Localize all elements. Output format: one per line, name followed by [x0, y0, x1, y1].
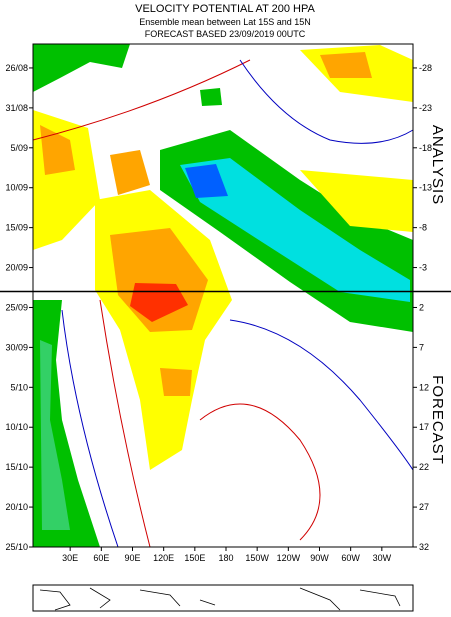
y-tick-label: 5/09 [10, 143, 28, 153]
x-tick-label: 90E [124, 553, 140, 563]
x-tick-label: 150E [184, 553, 205, 563]
y2-tick-label: 7 [419, 342, 424, 352]
y-tick-label: 20/10 [5, 502, 28, 512]
field-orange [160, 368, 192, 396]
contour [99, 299, 151, 548]
y2-tick-label: -8 [419, 223, 427, 233]
y-tick-label: 10/10 [5, 422, 28, 432]
contour [239, 59, 414, 144]
y2-tick-label: -28 [419, 63, 432, 73]
y-tick-label: 26/08 [5, 63, 28, 73]
y-tick-label: 31/08 [5, 103, 28, 113]
x-tick-label: 150W [245, 553, 269, 563]
y-tick-label: 30/09 [5, 342, 28, 352]
field-green [200, 88, 222, 106]
field-blue [185, 164, 228, 198]
x-tick-label: 120W [277, 553, 301, 563]
contour [199, 403, 321, 541]
chart-subtitle: Ensemble mean between Lat 15S and 15N [139, 17, 311, 27]
x-tick-label: 90W [310, 553, 329, 563]
y2-tick-label: -23 [419, 103, 432, 113]
field-orange [40, 125, 75, 175]
x-tick-label: 60W [341, 553, 360, 563]
x-tick-label: 120E [153, 553, 174, 563]
x-tick-label: 60E [93, 553, 109, 563]
y2-tick-label: 32 [419, 542, 429, 552]
y-tick-label: 10/09 [5, 183, 28, 193]
field-green [40, 340, 70, 530]
y2-tick-label: 27 [419, 502, 429, 512]
contour [61, 309, 119, 548]
mini-map [32, 584, 414, 612]
y2-tick-label: 17 [419, 422, 429, 432]
y2-tick-label: -18 [419, 143, 432, 153]
forecast-label: FORECAST [429, 375, 446, 465]
field-green [33, 44, 130, 92]
y2-tick-label: 12 [419, 382, 429, 392]
y-tick-label: 5/10 [10, 382, 28, 392]
chart-title: VELOCITY POTENTIAL AT 200 HPA [135, 3, 315, 15]
x-tick-label: 30E [62, 553, 78, 563]
y-tick-label: 15/10 [5, 462, 28, 472]
x-tick-label: 30W [373, 553, 392, 563]
field-yellow [300, 170, 413, 232]
field-red [130, 283, 188, 322]
y2-tick-label: -3 [419, 263, 427, 273]
analysis-label: ANALYSIS [429, 125, 446, 205]
plot-frame [32, 43, 414, 548]
y-tick-label: 25/09 [5, 302, 28, 312]
y2-tick-label: 22 [419, 462, 429, 472]
contour [229, 319, 414, 471]
field-orange [320, 52, 372, 78]
x-tick-label: 180 [218, 553, 233, 563]
field [32, 43, 414, 548]
forecast-note: FORECAST BASED 23/09/2019 00UTC [145, 29, 306, 39]
map-frame [32, 584, 414, 612]
field-orange [110, 150, 150, 195]
y-tick-label: 25/10 [5, 542, 28, 552]
coastline [39, 587, 401, 611]
y-tick-label: 20/09 [5, 263, 28, 273]
y2-tick-label: -13 [419, 183, 432, 193]
field-cyan [180, 158, 410, 302]
y-tick-label: 15/09 [5, 223, 28, 233]
y2-tick-label: 2 [419, 302, 424, 312]
contour [32, 59, 251, 141]
